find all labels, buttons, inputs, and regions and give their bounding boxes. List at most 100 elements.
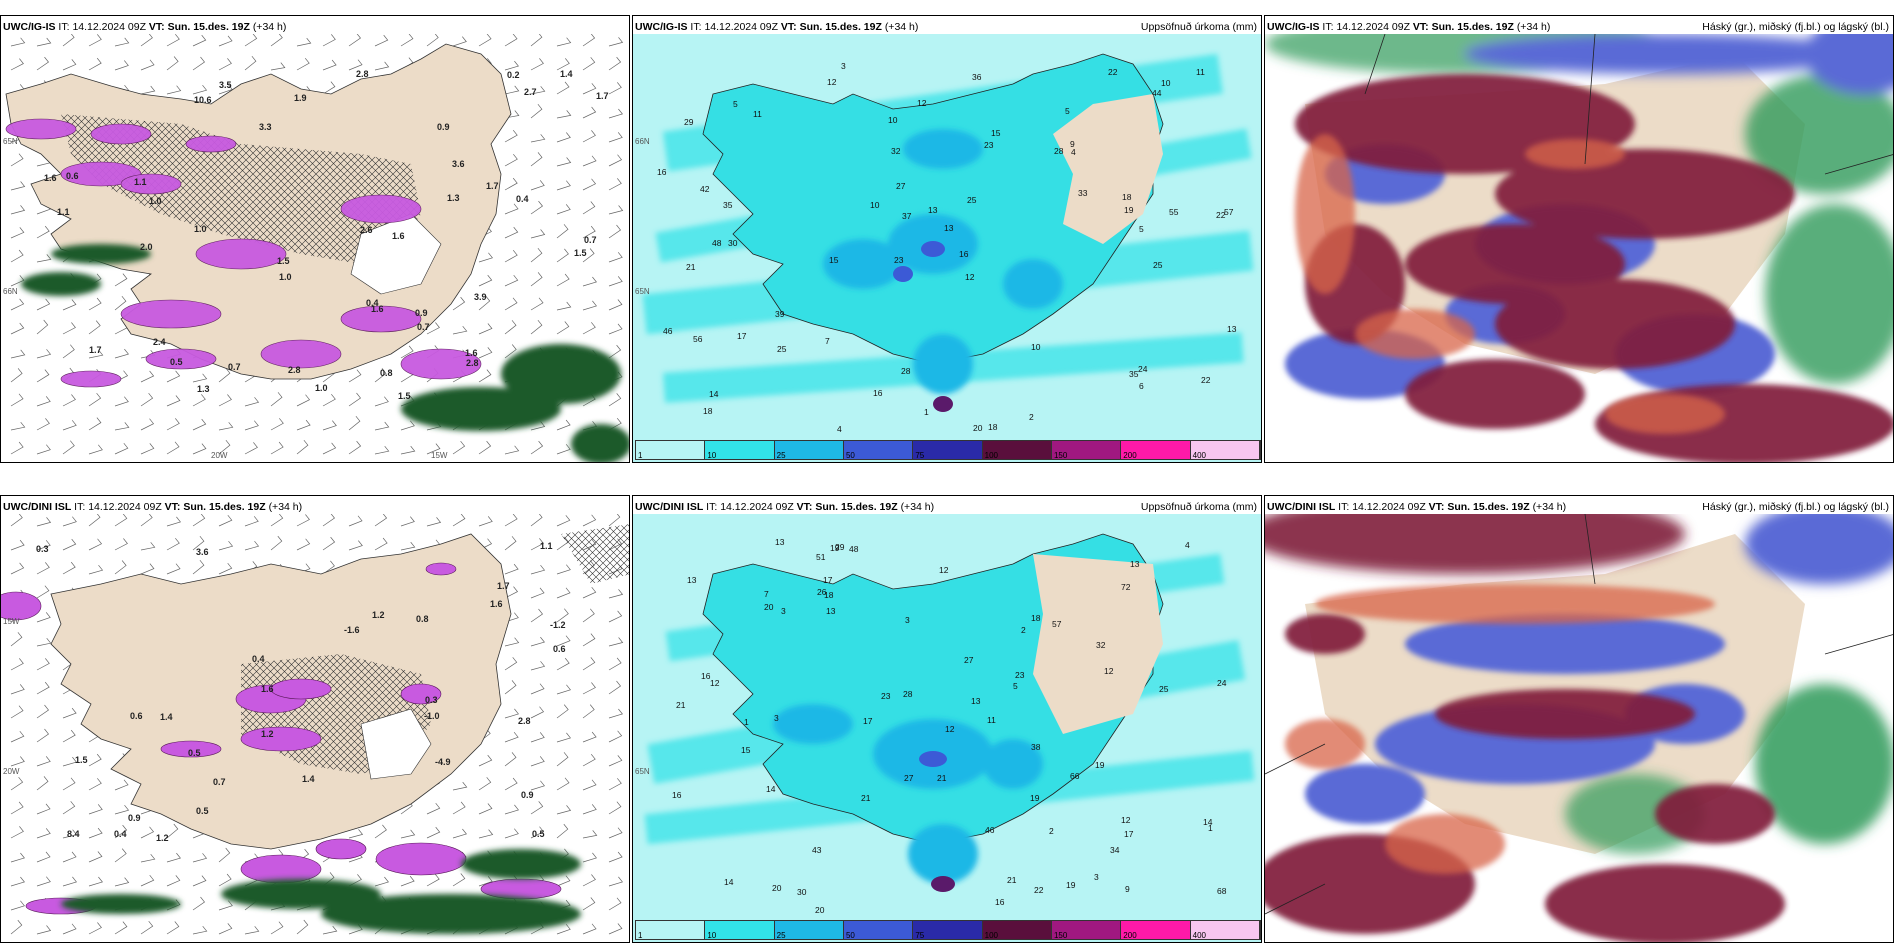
wind-barb (608, 730, 623, 743)
value-label: 57 (1052, 619, 1062, 629)
wind-barb (452, 514, 466, 527)
wind-barb (192, 514, 206, 527)
wind-barb (478, 777, 492, 791)
legend-swatch: 50 (843, 921, 914, 940)
wind-barb (530, 538, 544, 551)
value-label: 2 (1021, 625, 1026, 635)
wind-barb (36, 658, 50, 671)
axis-tick-label: 65N (635, 767, 650, 776)
wind-barb (478, 252, 493, 263)
wind-barb (244, 34, 258, 47)
wind-barb (218, 58, 232, 71)
wind-barb (478, 876, 493, 887)
wind-barb (582, 586, 597, 599)
value-label: 1.7 (89, 345, 102, 355)
value-label: 11 (1196, 67, 1205, 77)
value-label: 0.8 (416, 614, 429, 624)
wind-barb (582, 779, 597, 791)
wind-barb (608, 323, 623, 335)
wind-barb (166, 516, 181, 527)
value-label: -1.2 (550, 620, 566, 630)
wind-barb (114, 779, 129, 791)
wind-barb (10, 852, 25, 863)
wind-barb (374, 876, 389, 887)
wind-barb (166, 441, 180, 455)
wind-barb (504, 226, 519, 239)
wind-barb (504, 777, 518, 791)
wind-barb (218, 422, 234, 431)
wind-barb (556, 587, 571, 599)
value-label: 35 (1129, 369, 1139, 379)
wind-barb (114, 824, 128, 839)
wind-barb (608, 514, 621, 527)
wind-barb (504, 708, 519, 719)
wind-barb (530, 86, 546, 95)
wind-barb (192, 56, 206, 71)
wind-barb (218, 514, 233, 527)
wind-barb (348, 440, 362, 455)
value-label: 13 (971, 696, 981, 706)
wind-barb (140, 920, 154, 935)
value-label: 37 (902, 211, 912, 221)
wind-barb (608, 299, 623, 311)
axis-tick-label: 20W (211, 451, 228, 460)
wind-barb (140, 85, 156, 95)
value-label: 0.2 (507, 70, 520, 80)
wind-barb (192, 875, 207, 887)
wind-barb (608, 801, 622, 815)
panel-header: UWC/IG-IS IT: 14.12.2024 09Z VT: Sun. 15… (1267, 21, 1889, 33)
value-label: 25 (967, 195, 977, 205)
value-label: 2.0 (140, 242, 153, 252)
wind-barb (10, 181, 26, 191)
wind-barb (88, 417, 102, 431)
wind-barb (556, 321, 570, 335)
axis-ticks: 65N (635, 767, 650, 776)
wind-barb (530, 134, 546, 143)
wind-barb (36, 37, 52, 47)
value-label: 56 (693, 334, 703, 344)
wind-barb (478, 754, 493, 767)
wind-barb (374, 514, 388, 527)
wind-barb (556, 273, 570, 287)
wind-barb (400, 345, 414, 359)
wind-barb (88, 444, 103, 455)
wind-barb (88, 392, 102, 407)
wind-barb (114, 295, 127, 311)
value-label: 23 (1015, 670, 1025, 680)
wind-barb (504, 320, 517, 335)
value-label: 46 (663, 326, 673, 336)
wind-barb (36, 540, 51, 551)
wind-barb (218, 873, 232, 887)
wind-barb (10, 37, 26, 47)
value-label: 23 (881, 691, 891, 701)
wind-barb (452, 36, 467, 47)
legend-label: 200 (1123, 931, 1137, 940)
wind-barb (530, 319, 543, 335)
legend-label: 150 (1053, 931, 1068, 940)
wind-barb (244, 516, 259, 527)
value-label: 1.3 (447, 193, 460, 203)
wind-barb (62, 538, 77, 551)
wind-barb (530, 297, 544, 311)
value-label: 1 (924, 407, 929, 417)
wind-barb (166, 34, 180, 47)
panel-ig-is-accum-precip: UWC/IG-IS IT: 14.12.2024 09Z VT: Sun. 15… (632, 15, 1262, 463)
wind-barb (10, 227, 25, 239)
wind-barb (556, 58, 570, 71)
value-label: 21 (676, 700, 686, 710)
wind-barb (478, 323, 493, 335)
wind-barb (36, 828, 51, 839)
wind-barb (582, 633, 596, 647)
value-label: 0.9 (415, 308, 428, 318)
wind-barb (504, 586, 519, 599)
wind-barb (400, 445, 416, 455)
precip-values: 3312220191720231521162119131213213425202… (672, 537, 1227, 915)
value-label: 25 (1153, 260, 1163, 270)
precip-legend: 1 10 25 50 75 100 150 200 400 (635, 440, 1261, 460)
value-label: 30 (797, 887, 807, 897)
value-label: 51 (816, 552, 826, 562)
wind-barb (166, 56, 179, 71)
value-label: 2.7 (524, 87, 537, 97)
wind-barb (62, 729, 76, 743)
dry-land-ne (1053, 94, 1163, 244)
